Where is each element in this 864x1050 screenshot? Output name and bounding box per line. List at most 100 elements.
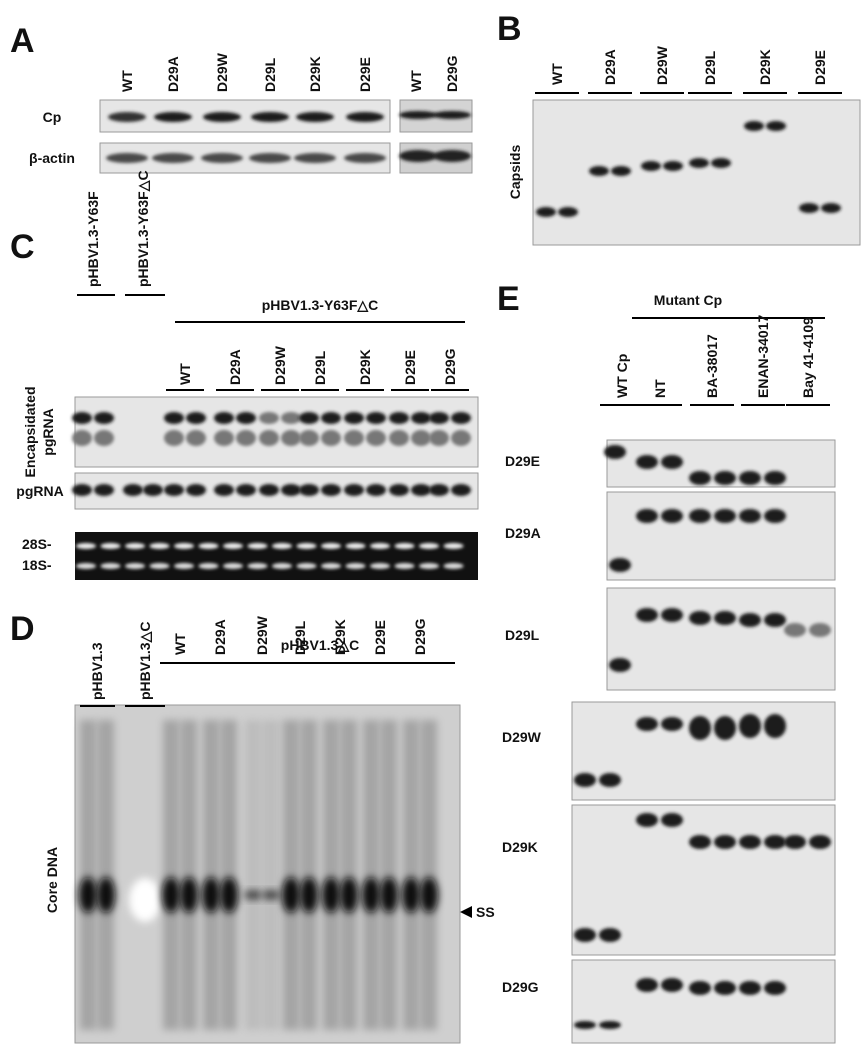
- band: [599, 1021, 621, 1029]
- band: [744, 121, 764, 131]
- panel-letter: E: [497, 280, 520, 318]
- lane-label: WT: [549, 63, 565, 85]
- band: [399, 150, 437, 162]
- group-label: Mutant Cp: [654, 292, 722, 308]
- lane-label: ENAN-34017: [755, 315, 771, 398]
- band: [739, 835, 761, 849]
- band: [164, 430, 184, 446]
- band: [714, 471, 736, 485]
- band: [294, 153, 336, 163]
- band: [123, 484, 143, 496]
- band: [574, 928, 596, 942]
- band: [72, 484, 92, 496]
- blot: [99, 142, 391, 174]
- band: [420, 877, 438, 913]
- marker-label: 28S-: [22, 536, 52, 552]
- lane-label: WT: [408, 70, 424, 92]
- band: [739, 613, 761, 627]
- band: [366, 412, 386, 424]
- band: [394, 543, 415, 549]
- band: [636, 608, 658, 622]
- band: [152, 153, 194, 163]
- band: [799, 203, 819, 213]
- band: [711, 158, 731, 168]
- lane-label: WT: [177, 363, 193, 385]
- lane-label: D29E: [357, 57, 373, 92]
- band: [259, 430, 279, 446]
- lane-label: D29G: [412, 618, 428, 655]
- band: [370, 563, 390, 569]
- band: [236, 430, 256, 446]
- band: [809, 623, 831, 637]
- band: [106, 153, 148, 163]
- band: [174, 563, 194, 569]
- band: [574, 1021, 596, 1029]
- band: [636, 978, 658, 992]
- band: [100, 543, 121, 549]
- lane-label: D29W: [272, 345, 288, 385]
- smear: [98, 720, 114, 1030]
- band: [366, 430, 386, 446]
- band: [443, 543, 464, 549]
- band: [411, 412, 431, 424]
- band: [689, 158, 709, 168]
- blot: [571, 959, 836, 1044]
- lane-label: D29G: [444, 55, 460, 92]
- band: [281, 484, 301, 496]
- band: [300, 877, 318, 913]
- band: [321, 430, 341, 446]
- band: [411, 484, 431, 496]
- band: [247, 563, 268, 569]
- band: [362, 877, 380, 913]
- band: [236, 412, 256, 424]
- band: [558, 207, 578, 217]
- band: [739, 981, 761, 995]
- band: [214, 412, 234, 424]
- band: [370, 543, 390, 549]
- band: [282, 877, 300, 913]
- band: [281, 430, 301, 446]
- panel-letter: A: [10, 22, 35, 60]
- band: [380, 877, 398, 913]
- band: [186, 484, 206, 496]
- blot: [99, 99, 391, 133]
- band: [76, 543, 96, 549]
- band: [636, 813, 658, 827]
- smear: [363, 720, 379, 1030]
- row-label: Encapsidated: [22, 386, 38, 477]
- band: [399, 111, 437, 119]
- smear: [221, 720, 237, 1030]
- axis-label: Capsids: [507, 145, 523, 200]
- band: [94, 484, 114, 496]
- band: [247, 543, 268, 549]
- panel-letter: B: [497, 10, 522, 48]
- band: [809, 835, 831, 849]
- band: [72, 412, 92, 424]
- band: [125, 563, 145, 569]
- band: [574, 773, 596, 787]
- band: [76, 563, 96, 569]
- band: [429, 484, 449, 496]
- band: [389, 430, 409, 446]
- row-label: pgRNA: [16, 483, 63, 499]
- band: [661, 509, 683, 523]
- band: [236, 484, 256, 496]
- band: [429, 412, 449, 424]
- band: [766, 121, 786, 131]
- band: [346, 112, 384, 122]
- band: [186, 430, 206, 446]
- band: [764, 471, 786, 485]
- band: [223, 563, 243, 569]
- band: [201, 153, 243, 163]
- band: [394, 563, 415, 569]
- band: [345, 563, 366, 569]
- row-label: D29W: [502, 729, 542, 745]
- band: [259, 412, 279, 424]
- band: [174, 543, 194, 549]
- band: [714, 611, 736, 625]
- band: [764, 835, 786, 849]
- band: [198, 543, 219, 549]
- band: [589, 166, 609, 176]
- band: [344, 412, 364, 424]
